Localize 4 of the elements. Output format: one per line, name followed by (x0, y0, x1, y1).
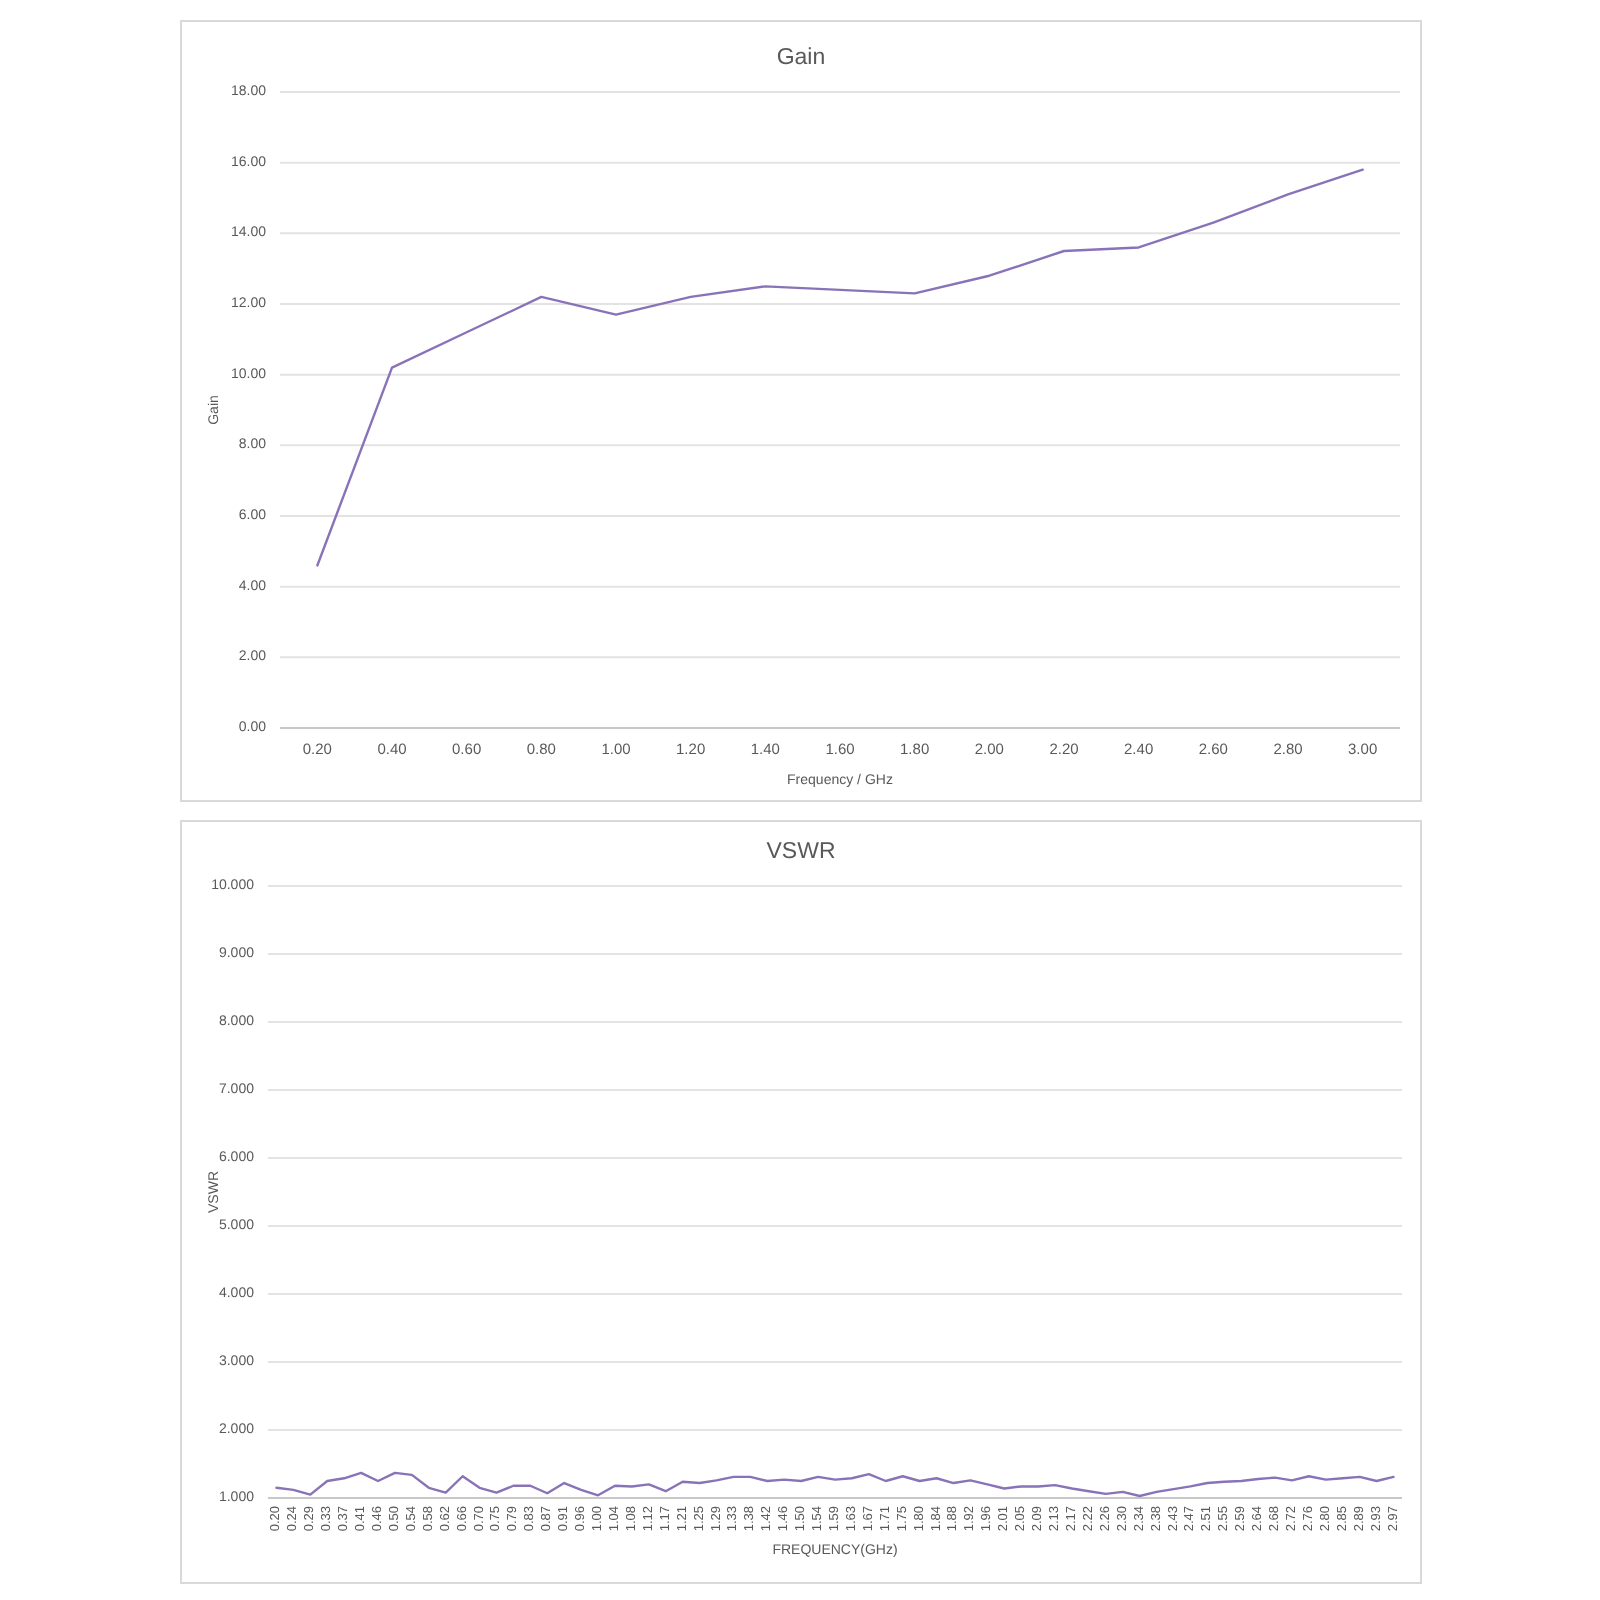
line-series (275, 1471, 1395, 1498)
chart-title: Gain (776, 46, 826, 70)
line-series (316, 168, 1364, 567)
chart-title: VSWR (766, 840, 836, 864)
